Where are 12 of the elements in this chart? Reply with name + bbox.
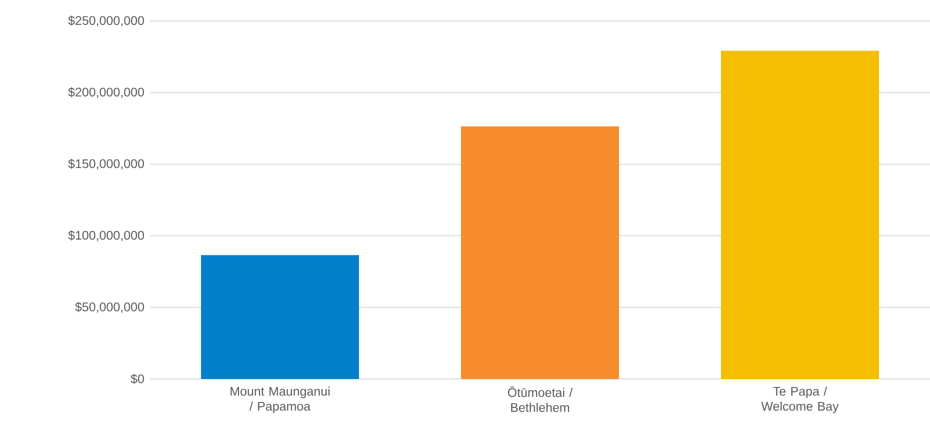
x-tick-label: Ōtūmoetai / Bethlehem	[508, 386, 573, 412]
x-tick-label: Mount Maunganui / Papamoa	[230, 386, 330, 414]
y-tick-label: $100,000,000	[68, 230, 144, 242]
y-tick-label: $50,000,000	[75, 302, 144, 313]
bar	[720, 50, 879, 379]
y-tick-label: $150,000,000	[68, 158, 144, 170]
y-tick-label: $0	[130, 374, 144, 384]
y-tick-label: $250,000,000	[68, 16, 144, 26]
x-tick-label: Te Papa / Welcome Bay	[761, 386, 839, 414]
y-tick-label: $200,000,000	[68, 87, 144, 98]
bar	[461, 126, 619, 379]
bar	[201, 255, 360, 379]
